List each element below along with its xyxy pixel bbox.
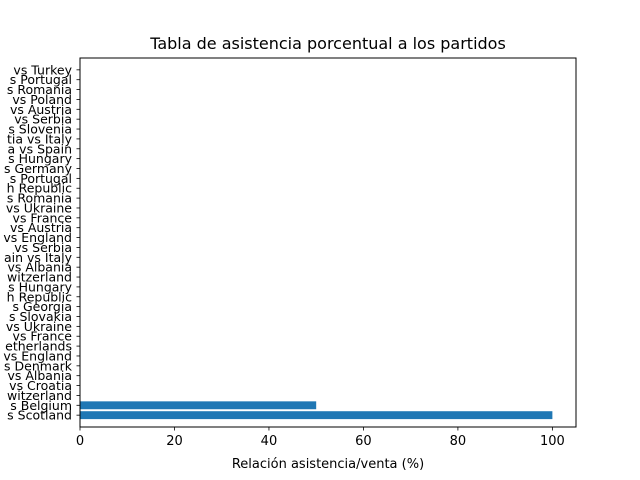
y-tick-label: vs Serbia: [14, 112, 72, 127]
y-tick-label: vs Serbia: [14, 240, 72, 255]
y-tick-label: s Scotland: [7, 408, 72, 423]
y-tick-label: ain vs Italy: [4, 250, 73, 265]
y-tick-label: s Portugal: [10, 72, 72, 87]
y-tick-label: s Hungary: [8, 151, 72, 166]
chart-title: Tabla de asistencia porcentual a los par…: [149, 34, 506, 53]
y-tick-label: vs Albania: [7, 260, 72, 275]
y-tick-label: vs Ukraine: [6, 319, 72, 334]
y-tick-label: vs Austria: [10, 102, 72, 117]
y-tick-label: vs Turkey: [13, 62, 72, 77]
x-tick-label: 80: [450, 434, 467, 449]
x-axis-label: Relación asistencia/venta (%): [232, 457, 424, 472]
y-tick-label: tia vs Italy: [7, 131, 73, 146]
y-tick-label: s Romania: [7, 191, 72, 206]
y-tick-label: s Romania: [7, 82, 72, 97]
y-tick-label: s Hungary: [8, 279, 72, 294]
y-tick-label: vs Ukraine: [6, 200, 72, 215]
y-tick-label: a vs Spain: [8, 141, 72, 156]
x-tick-label: 20: [166, 434, 183, 449]
y-tick-label: h Republic: [7, 181, 72, 196]
y-tick-label: vs France: [13, 329, 73, 344]
y-tick-label: s Belgium: [10, 398, 72, 413]
y-tick-label: s Germany: [4, 161, 73, 176]
y-tick-label: s Portugal: [10, 171, 72, 186]
y-tick-label: vs Albania: [7, 368, 72, 383]
bar: [80, 411, 553, 420]
plot-frame: [79, 57, 577, 428]
y-tick-label: vs England: [3, 230, 72, 245]
bars-group: [80, 401, 553, 420]
y-tick-label: s Denmark: [4, 358, 73, 373]
y-tick-label: vs France: [13, 210, 73, 225]
y-tick-label: s Georgia: [13, 299, 73, 314]
bar: [80, 401, 317, 410]
x-tick-label: 60: [355, 434, 372, 449]
y-tick-label: h Republic: [7, 289, 72, 304]
x-tick-label: 100: [540, 434, 565, 449]
x-tick-label: 40: [261, 434, 278, 449]
x-tick-label: 0: [76, 434, 84, 449]
y-tick-label: vs Croatia: [9, 378, 72, 393]
y-tick-label: s Slovakia: [9, 309, 72, 324]
y-tick-label: witzerland: [7, 270, 72, 285]
y-tick-label: vs Poland: [12, 92, 72, 107]
y-tick-label: etherlands: [5, 339, 72, 354]
y-tick-label: s Slovenia: [8, 122, 72, 137]
y-tick-label: vs Austria: [10, 220, 72, 235]
x-axis-ticks: 0 20 40 60 80 100: [76, 427, 565, 449]
y-tick-label: witzerland: [7, 388, 72, 403]
y-tick-label: vs England: [3, 348, 72, 363]
